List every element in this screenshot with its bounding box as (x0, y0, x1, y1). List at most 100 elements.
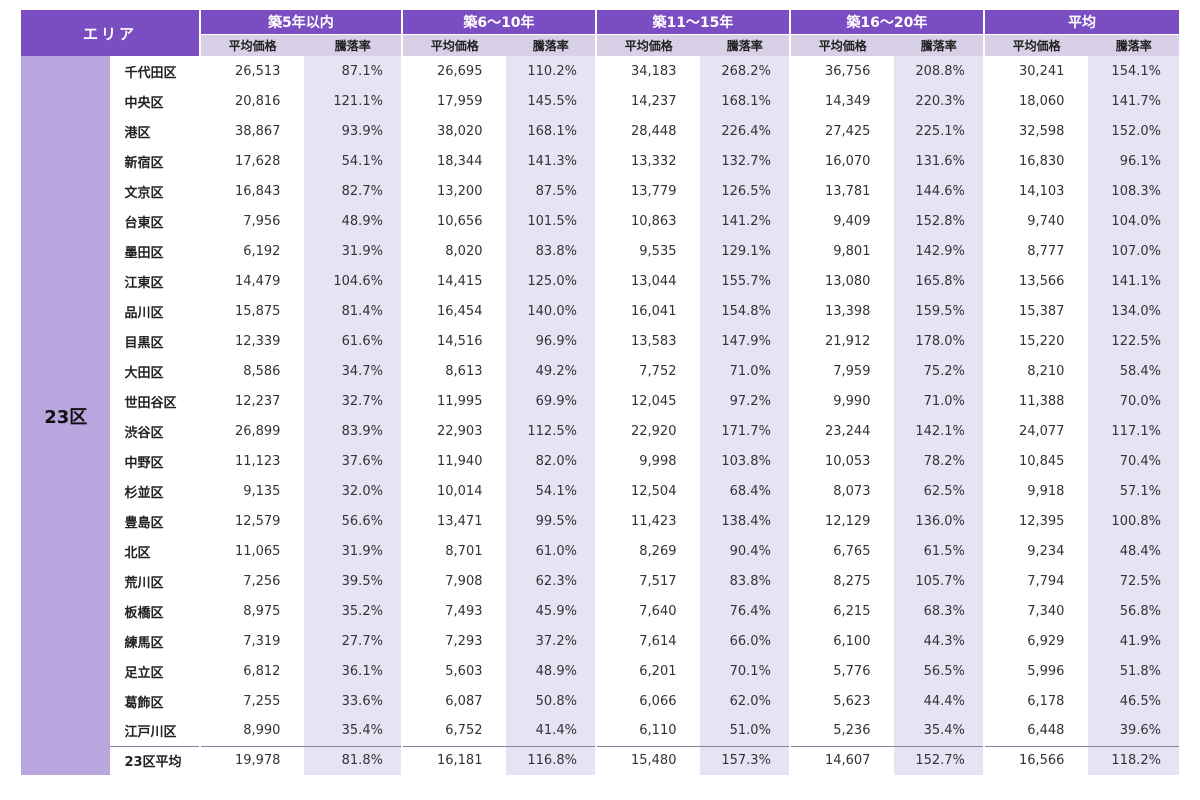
avg-price-cell: 6,087 (400, 686, 507, 716)
avg-price-cell: 10,656 (400, 206, 507, 236)
avg-price-cell: 8,586 (198, 356, 305, 386)
avg-price-cell: 11,995 (400, 386, 507, 416)
change-rate-cell: 141.2% (700, 206, 790, 236)
change-rate-cell: 83.8% (700, 566, 790, 596)
ward-name: 千代田区 (110, 56, 200, 86)
change-rate-cell: 70.4% (1088, 446, 1179, 476)
table-row: 墨田区 6,192 31.9% 8,020 83.8% 9,535 129.1% 9,801 1… (21, 236, 1179, 266)
change-rate-cell: 145.5% (506, 86, 596, 116)
group-header-6-10: 築6～10年 (400, 10, 596, 34)
avg-price-cell: 16,843 (198, 176, 305, 206)
avg-price-cell: 7,517 (594, 566, 701, 596)
change-rate-cell: 159.5% (894, 296, 984, 326)
change-rate-cell: 132.7% (700, 146, 790, 176)
avg-price-cell: 6,752 (400, 716, 507, 746)
avg-price-cell: 15,387 (982, 296, 1089, 326)
change-rate-cell: 36.1% (304, 656, 402, 686)
avg-price-cell: 6,110 (594, 716, 701, 746)
change-rate-cell: 171.7% (700, 416, 790, 446)
change-rate-cell: 104.6% (304, 266, 402, 296)
avg-price-cell: 15,875 (198, 296, 305, 326)
avg-price-cell: 11,423 (594, 506, 701, 536)
ward-name: 台東区 (110, 206, 200, 236)
change-rate-cell: 61.5% (894, 536, 984, 566)
change-rate-cell: 56.5% (894, 656, 984, 686)
avg-price-cell: 9,801 (788, 236, 895, 266)
change-rate-cell: 112.5% (506, 416, 596, 446)
avg-price-cell: 7,255 (198, 686, 305, 716)
change-rate-cell: 155.7% (700, 266, 790, 296)
change-rate-cell: 96.1% (1088, 146, 1179, 176)
change-rate-cell: 99.5% (506, 506, 596, 536)
avg-price-cell: 7,293 (400, 626, 507, 656)
table-body: 23区 千代田区 26,513 87.1% 26,695 110.2% 34,183 268.… (21, 56, 1179, 775)
ward-name: 中野区 (110, 446, 200, 476)
change-rate-cell: 50.8% (506, 686, 596, 716)
avg-price-cell: 6,929 (982, 626, 1089, 656)
avg-price-cell: 19,978 (198, 745, 305, 775)
avg-price-cell: 30,241 (982, 56, 1089, 86)
change-rate-cell: 152.8% (894, 206, 984, 236)
change-rate-cell: 44.4% (894, 686, 984, 716)
sub-header-rate: 騰落率 (700, 33, 790, 56)
avg-price-cell: 7,794 (982, 566, 1089, 596)
avg-price-cell: 14,415 (400, 266, 507, 296)
ward-name: 品川区 (110, 296, 200, 326)
change-rate-cell: 61.0% (506, 536, 596, 566)
avg-price-cell: 15,480 (594, 745, 701, 775)
area-header: エリア (21, 10, 200, 56)
change-rate-cell: 37.2% (506, 626, 596, 656)
change-rate-cell: 226.4% (700, 116, 790, 146)
avg-price-cell: 8,020 (400, 236, 507, 266)
change-rate-cell: 154.8% (700, 296, 790, 326)
avg-price-cell: 12,045 (594, 386, 701, 416)
change-rate-cell: 141.3% (506, 146, 596, 176)
avg-price-cell: 7,640 (594, 596, 701, 626)
avg-price-cell: 8,275 (788, 566, 895, 596)
change-rate-cell: 82.7% (304, 176, 402, 206)
table-row: 北区 11,065 31.9% 8,701 61.0% 8,269 90.4% 6,765 61… (21, 536, 1179, 566)
change-rate-cell: 75.2% (894, 356, 984, 386)
ward-name: 江東区 (110, 266, 200, 296)
change-rate-cell: 134.0% (1088, 296, 1179, 326)
avg-price-cell: 7,752 (594, 356, 701, 386)
avg-price-cell: 13,398 (788, 296, 895, 326)
avg-price-cell: 7,493 (400, 596, 507, 626)
avg-price-cell: 14,349 (788, 86, 895, 116)
change-rate-cell: 142.9% (894, 236, 984, 266)
avg-price-cell: 16,070 (788, 146, 895, 176)
ward-name: 杉並区 (110, 476, 200, 506)
avg-price-cell: 22,903 (400, 416, 507, 446)
avg-price-cell: 23,244 (788, 416, 895, 446)
table-row: 目黒区 12,339 61.6% 14,516 96.9% 13,583 147.9% 21,… (21, 326, 1179, 356)
change-rate-cell: 93.9% (304, 116, 402, 146)
region-label: 23区 (21, 56, 111, 775)
avg-price-cell: 14,237 (594, 86, 701, 116)
table-row: 大田区 8,586 34.7% 8,613 49.2% 7,752 71.0% 7,959 75… (21, 356, 1179, 386)
ward-name: 港区 (110, 116, 200, 146)
avg-price-cell: 15,220 (982, 326, 1089, 356)
sub-header-rate: 騰落率 (1088, 33, 1179, 56)
change-rate-cell: 118.2% (1088, 745, 1179, 775)
change-rate-cell: 57.1% (1088, 476, 1179, 506)
ward-name: 足立区 (110, 656, 200, 686)
avg-price-cell: 26,695 (400, 56, 507, 86)
change-rate-cell: 31.9% (304, 236, 402, 266)
change-rate-cell: 76.4% (700, 596, 790, 626)
avg-price-cell: 16,830 (982, 146, 1089, 176)
avg-price-cell: 9,135 (198, 476, 305, 506)
avg-price-cell: 9,234 (982, 536, 1089, 566)
group-header-average: 平均 (982, 10, 1179, 34)
change-rate-cell: 33.6% (304, 686, 402, 716)
avg-price-cell: 38,867 (198, 116, 305, 146)
avg-price-cell: 7,340 (982, 596, 1089, 626)
change-rate-cell: 90.4% (700, 536, 790, 566)
change-rate-cell: 27.7% (304, 626, 402, 656)
avg-price-cell: 7,908 (400, 566, 507, 596)
change-rate-cell: 142.1% (894, 416, 984, 446)
change-rate-cell: 136.0% (894, 506, 984, 536)
ward-name: 墨田区 (110, 236, 200, 266)
change-rate-cell: 100.8% (1088, 506, 1179, 536)
avg-price-cell: 18,060 (982, 86, 1089, 116)
avg-price-cell: 9,409 (788, 206, 895, 236)
